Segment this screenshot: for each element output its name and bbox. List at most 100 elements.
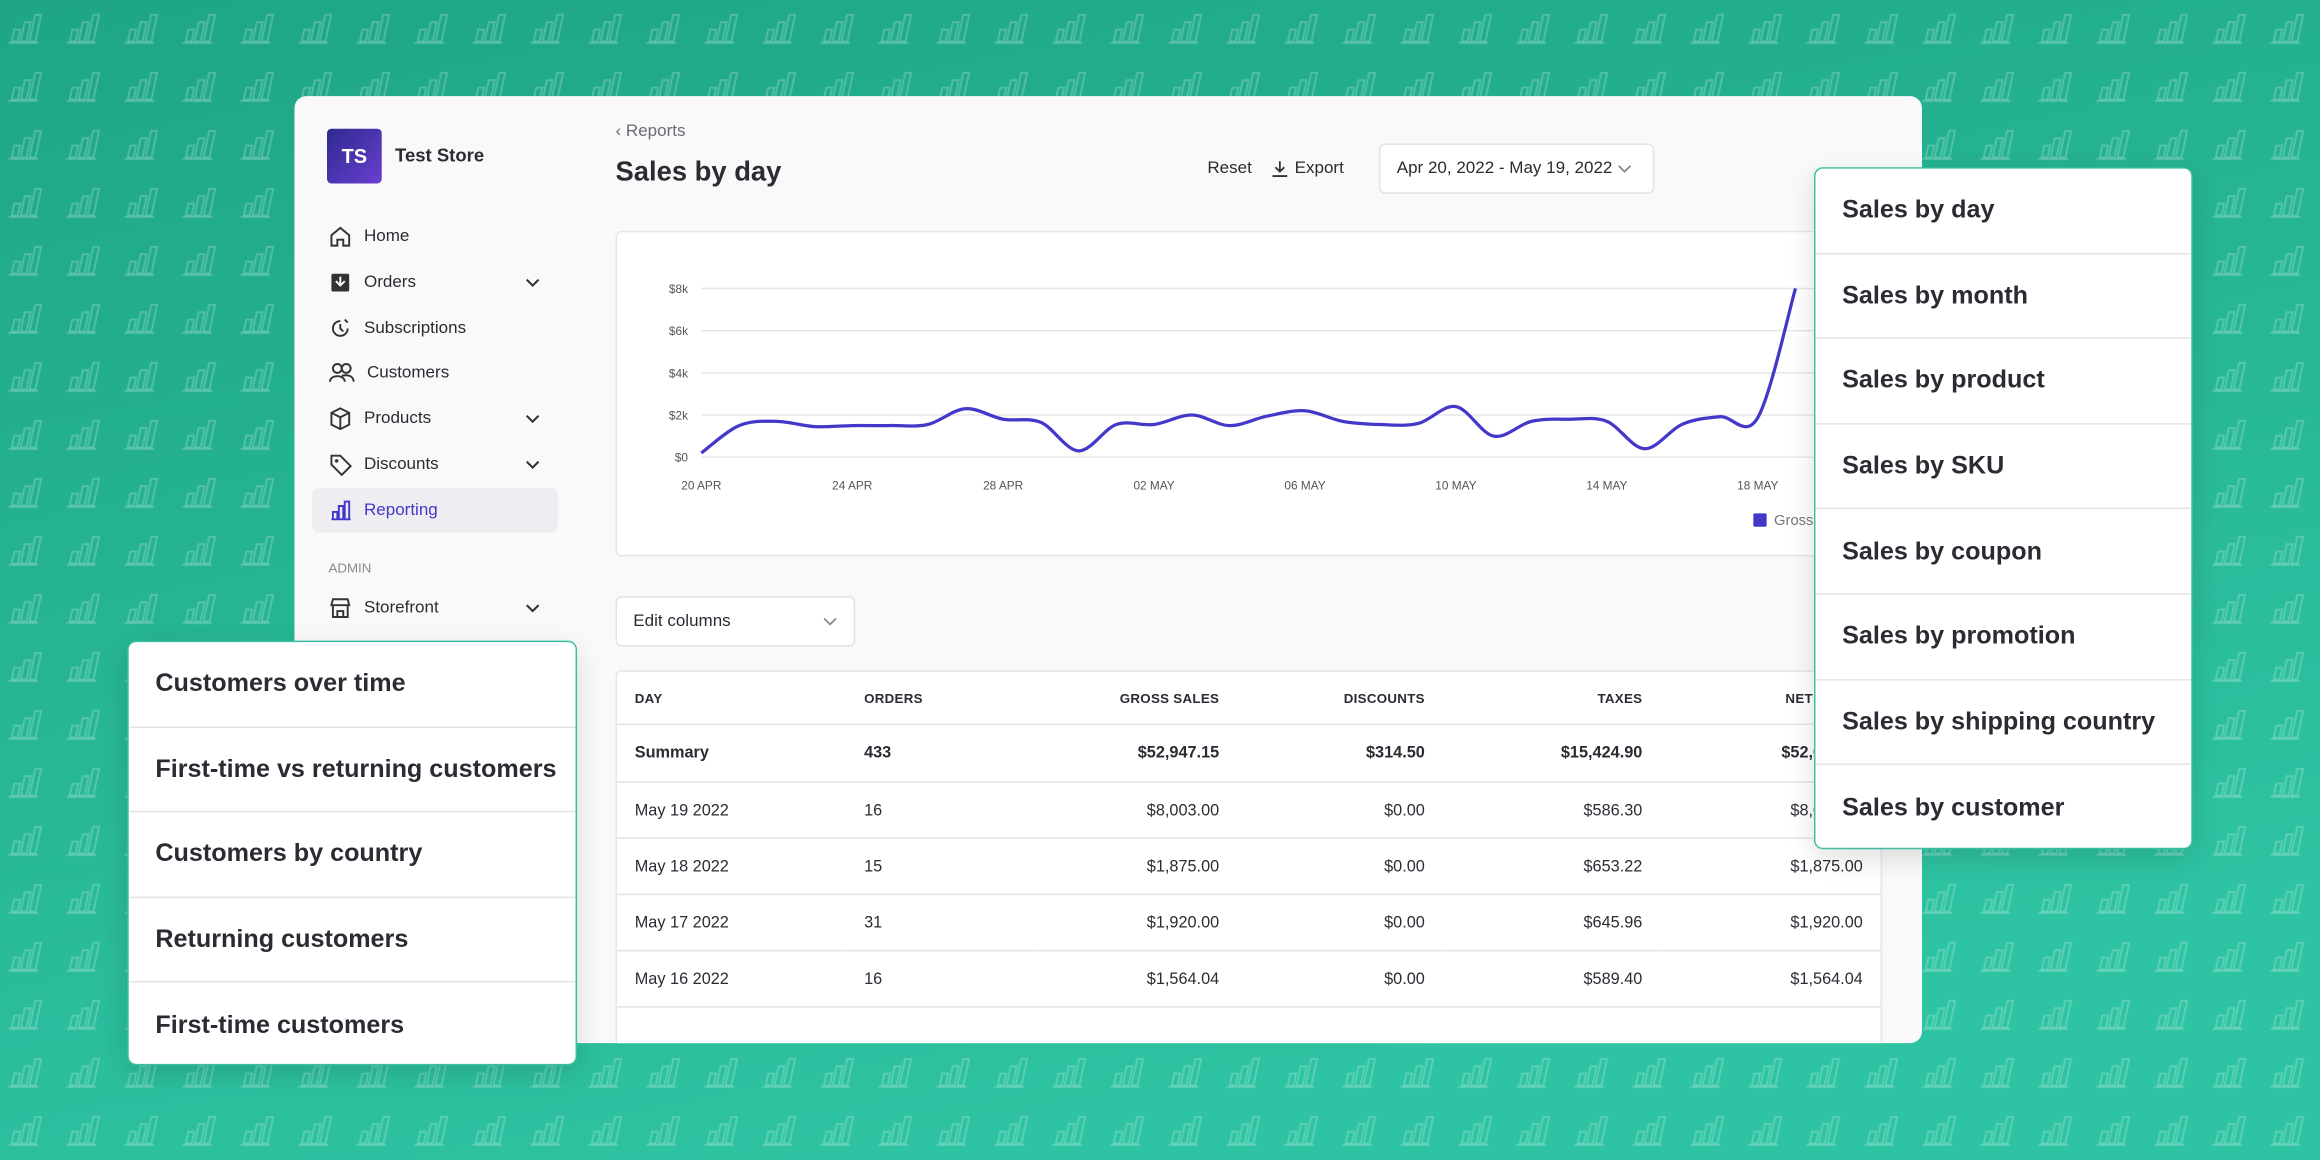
y-tick-label: $4k — [669, 366, 688, 380]
nav-label: Discounts — [363, 455, 439, 474]
menu-item[interactable]: Sales by SKU — [1815, 424, 2192, 510]
icon — [331, 273, 350, 292]
x-tick-label: 02 MAY — [1133, 479, 1174, 493]
edit-columns-dropdown[interactable]: Edit columns — [615, 596, 856, 647]
icon — [330, 226, 351, 247]
icon — [330, 407, 351, 431]
chevron — [1617, 165, 1631, 173]
table-cell: May 16 2022 — [616, 950, 847, 1008]
nav-item[interactable]: Subscriptions — [312, 306, 558, 350]
column-header: DISCOUNTS — [1236, 671, 1443, 725]
chevron-left: ‹ — [615, 122, 626, 141]
sales-reports-menu: Sales by day Sales by month Sales by produ… — [1813, 167, 2193, 850]
table-cell: 16 — [846, 950, 1036, 1008]
app-window: TS Test Store Home Orders Subscriptions … — [294, 96, 1922, 1044]
nav-label: Storefront — [363, 599, 439, 617]
table-cell: 31 — [846, 894, 1036, 952]
y-tick-label: $2k — [669, 408, 688, 422]
table-row: May 18 2022 15 $1,875.00 $0.00 $653.22 $1,875… — [616, 838, 1881, 896]
icon — [331, 500, 351, 521]
table-cell: $0.00 — [1236, 894, 1443, 952]
chevron — [526, 278, 540, 288]
icon — [331, 318, 349, 337]
y-tick-label: $8k — [669, 282, 688, 296]
series-line — [700, 288, 1798, 455]
nav-label: Customers — [366, 363, 450, 382]
section-label: ADMIN — [328, 560, 372, 576]
x-tick-label: 06 MAY — [1284, 479, 1325, 493]
table-cell: May 19 2022 — [616, 781, 847, 839]
menu-item[interactable]: Returning customers — [128, 898, 576, 984]
x-tick-label: 24 APR — [832, 479, 872, 493]
menu-item[interactable]: Sales by shipping country — [1815, 680, 2192, 766]
summary-cell: Summary — [616, 724, 847, 783]
nav-item[interactable]: Customers — [312, 351, 558, 395]
menu-item[interactable]: Sales by customer — [1842, 792, 2065, 822]
y-tick-label: $6k — [669, 324, 688, 338]
breadcrumb[interactable]: ‹ Reports — [616, 123, 686, 141]
table-cell: $1,564.04 — [1035, 950, 1237, 1008]
menu-item[interactable]: Sales by coupon — [1815, 510, 2192, 595]
x-tick-label: 18 MAY — [1737, 479, 1778, 493]
store-avatar: TS — [326, 128, 382, 184]
table-cell: $645.96 — [1442, 894, 1661, 952]
dropdown-label: Edit columns — [633, 612, 731, 631]
x-tick-label: 14 MAY — [1586, 479, 1627, 493]
date-picker[interactable]: Apr 20, 2022 - May 19, 2022 — [1378, 143, 1655, 194]
table-cell: May 17 2022 — [616, 894, 847, 952]
x-tick-label: 20 APR — [681, 479, 721, 493]
nav-item[interactable]: Home — [312, 215, 558, 259]
table-cell: $0.00 — [1236, 950, 1443, 1008]
menu-item[interactable]: First-time customers — [155, 1010, 405, 1039]
chart: $0 $2k $4k $6k $8k 20 APR 24 APR 28 APR 02 MAY 06… — [669, 282, 1860, 529]
table-cell: $653.22 — [1442, 838, 1661, 896]
table-cell: $1,564.04 — [1660, 950, 1881, 1008]
table-cell: $589.40 — [1442, 950, 1661, 1008]
reset-button[interactable]: Reset — [1207, 159, 1252, 178]
nav-item[interactable]: Discounts — [312, 442, 558, 486]
column-header: TAXES — [1442, 671, 1661, 725]
summary-cell: $15,424.90 — [1442, 724, 1661, 783]
breadcrumb-label: Reports — [625, 122, 686, 141]
menu-item[interactable]: Sales by day — [1815, 169, 2192, 254]
chevron — [823, 617, 837, 626]
export-label: Export — [1294, 159, 1344, 178]
customer-reports-menu: Customers over time First-time vs returni… — [127, 640, 578, 1066]
nav-item[interactable]: Products — [312, 397, 558, 441]
nav-label: Orders — [363, 273, 416, 292]
download-icon — [1272, 161, 1288, 177]
table-cell: $8,003.00 — [1035, 781, 1237, 839]
summary-row: Summary433$52,947.15$314.50$15,424.90$52… — [616, 724, 1881, 783]
table-cell: $586.30 — [1442, 781, 1661, 839]
table-cell: May 18 2022 — [616, 838, 847, 896]
table-cell: 15 — [846, 838, 1036, 896]
chevron — [526, 604, 540, 613]
menu-item[interactable]: Sales by product — [1815, 339, 2192, 425]
icon — [330, 598, 351, 618]
menu-item[interactable]: Customers over time — [128, 642, 576, 728]
store-name: Test Store — [395, 145, 485, 166]
nav-label: Subscriptions — [363, 319, 467, 338]
menu-item[interactable]: First-time vs returning customers — [128, 727, 576, 813]
icon — [330, 454, 353, 477]
icon — [328, 363, 355, 382]
menu-item[interactable]: Customers by country — [128, 813, 576, 898]
nav-item[interactable]: Orders — [312, 260, 558, 304]
summary-cell: 433 — [846, 724, 1036, 783]
table-row: May 19 202216$8,003.00$0.00$586.30$8,003… — [616, 781, 1881, 839]
nav-item[interactable]: Storefront — [312, 586, 558, 630]
export-button[interactable]: Export — [1271, 160, 1344, 178]
legend-swatch — [1753, 513, 1767, 527]
menu-item[interactable]: Sales by promotion — [1815, 595, 2192, 680]
chart-card: $0 $2k $4k $6k $8k 20 APR 24 APR 28 APR 02 MAY 06… — [615, 230, 1881, 557]
chevron — [526, 415, 540, 424]
nav-label: Reporting — [363, 501, 438, 520]
page-title: Sales by day — [615, 155, 782, 187]
column-header: ORDERS — [846, 671, 1036, 725]
nav-item-active[interactable]: Reporting — [312, 488, 558, 533]
menu-item[interactable]: Sales by month — [1815, 254, 2192, 340]
x-tick-label: 28 APR — [983, 479, 1023, 493]
